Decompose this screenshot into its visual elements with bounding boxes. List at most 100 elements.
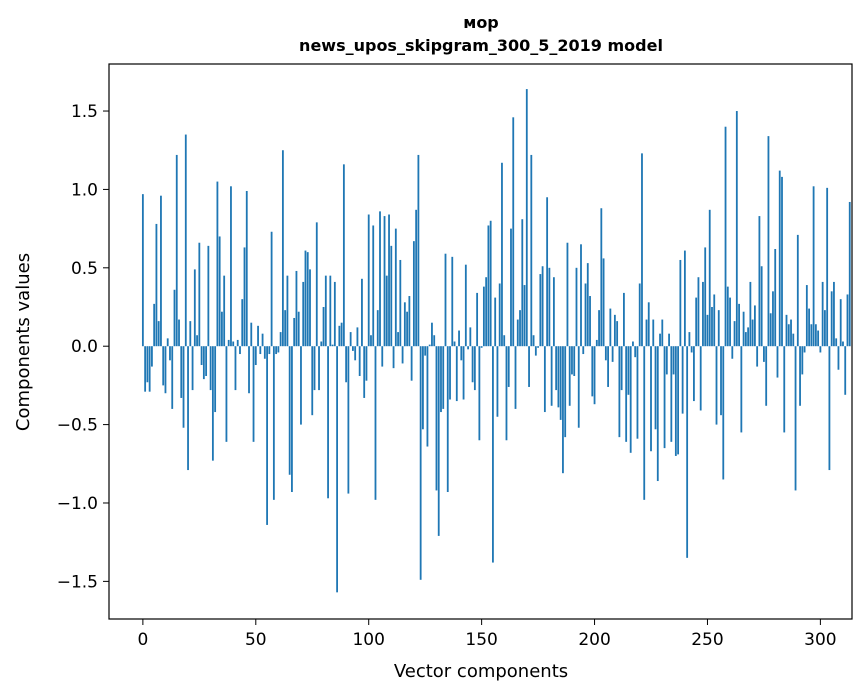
bar bbox=[726, 286, 729, 347]
bar bbox=[715, 346, 718, 425]
bar bbox=[464, 264, 467, 347]
bar bbox=[431, 322, 433, 347]
bar bbox=[683, 250, 686, 347]
bar bbox=[702, 281, 704, 347]
bar bbox=[778, 170, 781, 347]
bar bbox=[361, 278, 363, 347]
bar bbox=[672, 346, 675, 375]
bar bbox=[817, 330, 820, 347]
y-tick-label: 0.5 bbox=[71, 259, 98, 279]
bar bbox=[756, 346, 759, 367]
bar bbox=[193, 269, 196, 347]
bar bbox=[557, 346, 560, 408]
bar bbox=[830, 291, 833, 347]
bar bbox=[674, 346, 677, 456]
bar bbox=[275, 346, 278, 355]
y-tick-label: 1.0 bbox=[71, 180, 98, 200]
bar bbox=[293, 317, 296, 347]
bar bbox=[821, 281, 824, 347]
bar bbox=[144, 346, 147, 392]
bar bbox=[340, 322, 343, 347]
x-tick-label: 150 bbox=[465, 630, 497, 650]
bar bbox=[171, 346, 174, 409]
y-tick-label: −1.5 bbox=[57, 572, 98, 592]
bar bbox=[580, 244, 582, 347]
bar bbox=[397, 332, 399, 347]
bar bbox=[313, 346, 316, 391]
bar bbox=[157, 321, 160, 347]
bar bbox=[794, 346, 797, 491]
bar bbox=[435, 346, 438, 491]
bar bbox=[711, 307, 713, 347]
bar bbox=[417, 154, 420, 347]
bar bbox=[532, 335, 535, 347]
bar bbox=[729, 297, 731, 347]
bar bbox=[704, 247, 707, 347]
bar bbox=[216, 181, 219, 347]
bar bbox=[291, 346, 293, 493]
x-tick-label: 200 bbox=[578, 630, 610, 650]
bar bbox=[555, 346, 558, 391]
bar bbox=[514, 346, 517, 409]
bar bbox=[408, 296, 411, 347]
bar bbox=[740, 346, 743, 433]
bar bbox=[270, 231, 273, 347]
bar bbox=[632, 341, 634, 347]
bar bbox=[688, 332, 691, 347]
bar bbox=[187, 346, 189, 471]
bar bbox=[372, 225, 375, 347]
bar bbox=[406, 311, 409, 347]
bar bbox=[783, 346, 786, 433]
bar bbox=[162, 346, 165, 386]
bar bbox=[819, 346, 822, 353]
bar bbox=[842, 341, 844, 347]
bar bbox=[625, 346, 628, 442]
bar bbox=[808, 308, 810, 347]
bar bbox=[153, 303, 156, 347]
bar bbox=[184, 134, 187, 347]
bar bbox=[652, 319, 655, 347]
bar bbox=[530, 154, 533, 347]
bar bbox=[645, 319, 648, 347]
bar bbox=[146, 346, 149, 383]
bar bbox=[356, 327, 359, 347]
bar bbox=[638, 283, 641, 347]
bar bbox=[205, 346, 208, 376]
bar bbox=[523, 285, 526, 347]
bar bbox=[787, 324, 790, 347]
y-tick-label: −1.0 bbox=[57, 494, 98, 514]
bar bbox=[575, 267, 578, 347]
bar bbox=[751, 319, 754, 347]
bar bbox=[776, 346, 779, 378]
bar bbox=[320, 341, 323, 347]
bar bbox=[796, 234, 799, 347]
bar bbox=[539, 274, 542, 347]
bar bbox=[462, 346, 465, 400]
bar bbox=[324, 275, 327, 347]
bar bbox=[333, 281, 336, 347]
bar bbox=[670, 346, 673, 442]
bar bbox=[257, 325, 259, 347]
bar bbox=[367, 214, 370, 347]
bar bbox=[591, 346, 594, 397]
bar bbox=[611, 346, 614, 362]
bar bbox=[814, 324, 817, 347]
chart-subtitle: news_upos_skipgram_300_5_2019 model bbox=[299, 36, 663, 55]
bar bbox=[148, 346, 151, 392]
bar bbox=[693, 346, 695, 402]
bar bbox=[824, 310, 826, 347]
bar bbox=[390, 245, 393, 347]
bar bbox=[661, 319, 664, 347]
bar bbox=[695, 297, 698, 347]
bar bbox=[467, 346, 469, 350]
bar bbox=[180, 346, 183, 398]
bar bbox=[160, 195, 162, 347]
bar bbox=[281, 150, 284, 347]
bar bbox=[259, 346, 262, 355]
bar bbox=[209, 346, 212, 391]
bar bbox=[388, 214, 390, 347]
bar bbox=[665, 346, 668, 375]
bar bbox=[564, 346, 567, 438]
bar bbox=[200, 346, 203, 366]
